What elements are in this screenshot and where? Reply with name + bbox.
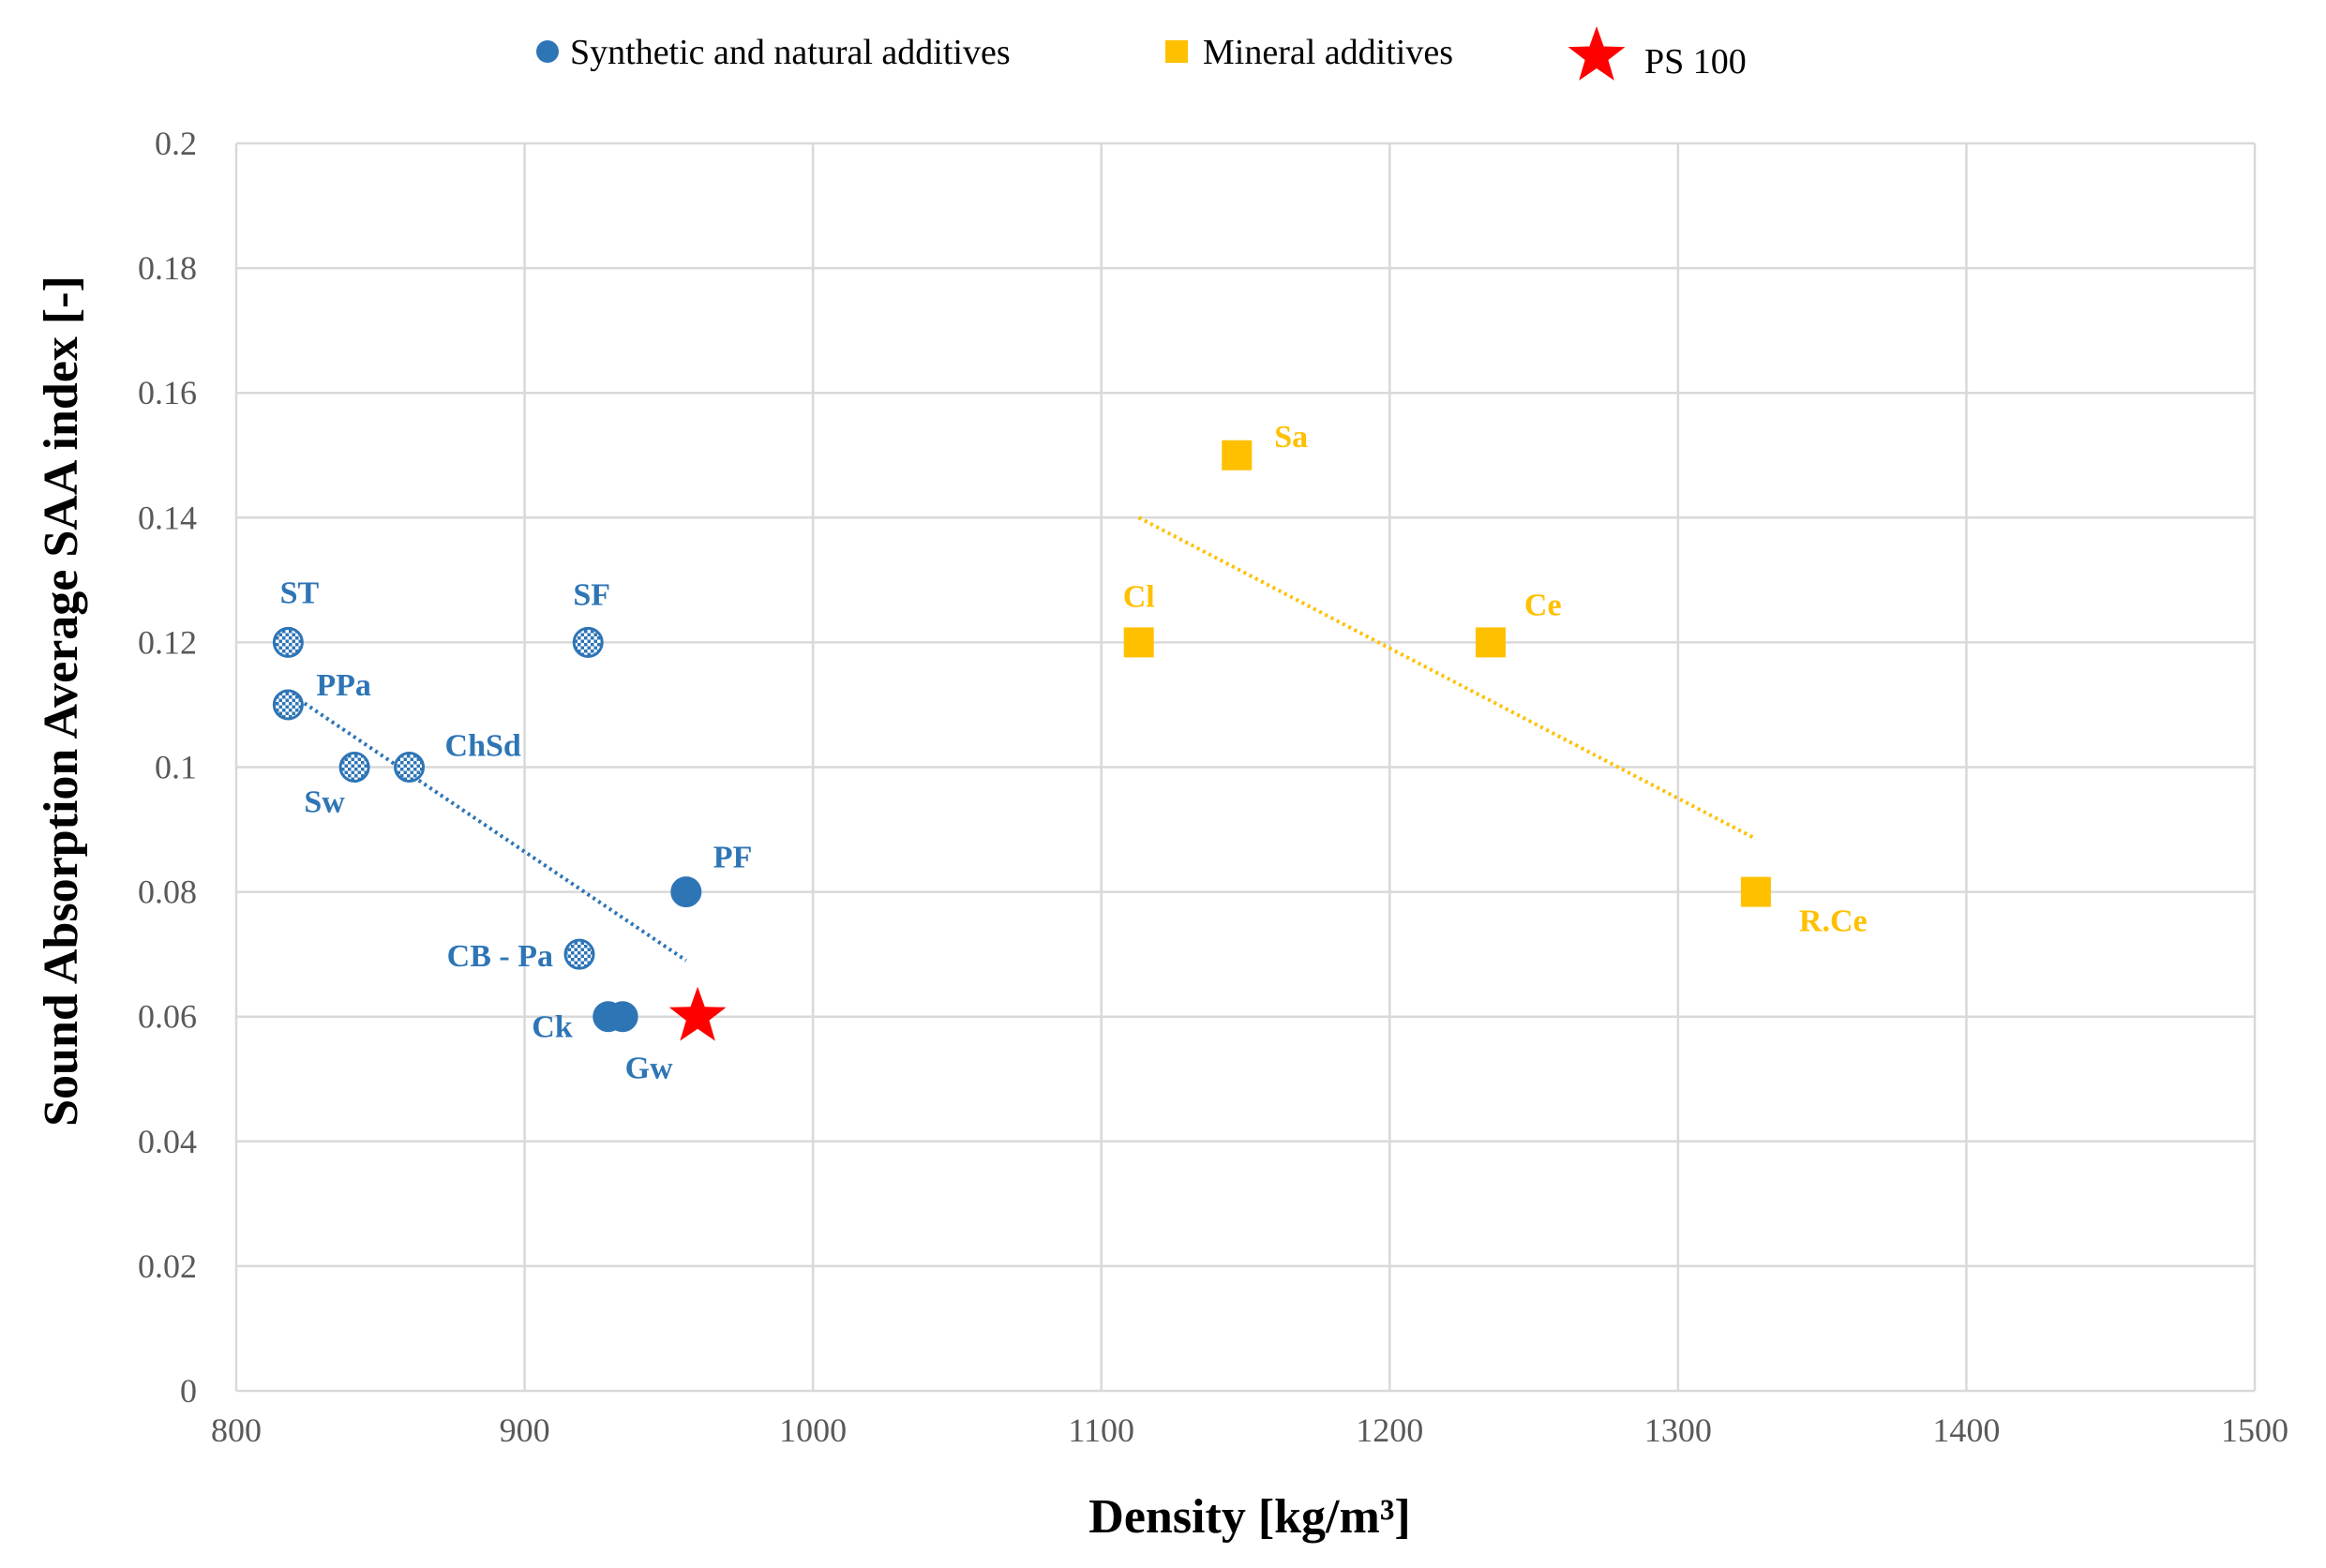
x-tick-label: 900 bbox=[500, 1411, 550, 1449]
point-ps100-star bbox=[668, 986, 727, 1041]
y-tick-label: 0.1 bbox=[155, 749, 197, 786]
point-sa bbox=[1222, 440, 1253, 470]
point-label: SF bbox=[573, 577, 610, 612]
y-tick-label: 0 bbox=[180, 1372, 197, 1410]
point-labels: ST PPa Sw ChSd SF CB - Pa PF Ck Gw Sa Cl Ce R.Ce bbox=[280, 420, 1868, 1086]
grid-lines bbox=[234, 142, 2257, 1393]
x-axis-title: Density [kg/m³] bbox=[1088, 1490, 1410, 1544]
y-tick-label: 0.2 bbox=[155, 125, 197, 162]
data-points bbox=[272, 440, 1771, 1041]
point-cb-pa bbox=[563, 938, 595, 970]
axis-ticks: 800 900 1000 1100 1200 1300 1400 1500 0 0.02 0.04 0… bbox=[138, 125, 2288, 1449]
point-cl bbox=[1123, 627, 1154, 658]
y-tick-label: 0.06 bbox=[138, 998, 197, 1036]
point-sw bbox=[338, 752, 370, 783]
trendlines bbox=[287, 515, 1757, 963]
y-tick-label: 0.14 bbox=[138, 499, 197, 536]
y-tick-label: 0.12 bbox=[138, 623, 197, 661]
point-ppa bbox=[272, 689, 304, 721]
y-tick-label: 0.04 bbox=[138, 1123, 197, 1160]
y-tick-label: 0.18 bbox=[138, 249, 197, 287]
point-st bbox=[272, 626, 304, 658]
x-tick-label: 1500 bbox=[2221, 1411, 2288, 1449]
point-label: Sa bbox=[1274, 420, 1308, 455]
y-tick-label: 0.08 bbox=[138, 874, 197, 911]
legend-label-ps100: PS 100 bbox=[1644, 42, 1747, 82]
point-r-ce bbox=[1740, 876, 1771, 907]
point-chsd bbox=[394, 752, 426, 783]
trendline bbox=[287, 690, 687, 963]
point-label: PF bbox=[713, 841, 753, 875]
point-label: Ck bbox=[532, 1010, 573, 1045]
point-sf bbox=[572, 626, 604, 658]
point-pf bbox=[670, 876, 702, 908]
point-label: ChSd bbox=[445, 729, 521, 764]
point-label: PPa bbox=[316, 668, 371, 703]
x-tick-label: 1200 bbox=[1356, 1411, 1423, 1449]
x-tick-label: 1000 bbox=[779, 1411, 847, 1449]
point-label: Sw bbox=[304, 785, 345, 820]
legend-marker-mineral bbox=[1165, 40, 1188, 63]
legend-marker-synthetic-natural bbox=[536, 40, 559, 63]
point-ce bbox=[1475, 627, 1506, 658]
point-label: ST bbox=[280, 575, 320, 610]
trendline bbox=[1137, 515, 1757, 841]
legend-label-mineral: Mineral additives bbox=[1203, 33, 1453, 72]
x-tick-label: 800 bbox=[211, 1411, 262, 1449]
x-tick-label: 1400 bbox=[1932, 1411, 2000, 1449]
y-tick-label: 0.02 bbox=[138, 1247, 197, 1285]
point-gw bbox=[607, 1001, 638, 1033]
legend: Synthetic and natural additives Mineral … bbox=[536, 26, 1747, 82]
point-label: Ce bbox=[1524, 588, 1562, 622]
point-label: CB - Pa bbox=[447, 939, 553, 974]
y-axis-title: Sound Absorption Average SAA index [-] bbox=[35, 276, 88, 1127]
point-label: Cl bbox=[1123, 579, 1155, 614]
x-tick-label: 1100 bbox=[1068, 1411, 1134, 1449]
point-label: R.Ce bbox=[1799, 904, 1868, 939]
x-tick-label: 1300 bbox=[1644, 1411, 1712, 1449]
legend-marker-ps100 bbox=[1568, 26, 1626, 81]
point-label: Gw bbox=[625, 1052, 673, 1086]
y-tick-label: 0.16 bbox=[138, 374, 197, 411]
legend-label-synthetic-natural: Synthetic and natural additives bbox=[570, 33, 1011, 72]
